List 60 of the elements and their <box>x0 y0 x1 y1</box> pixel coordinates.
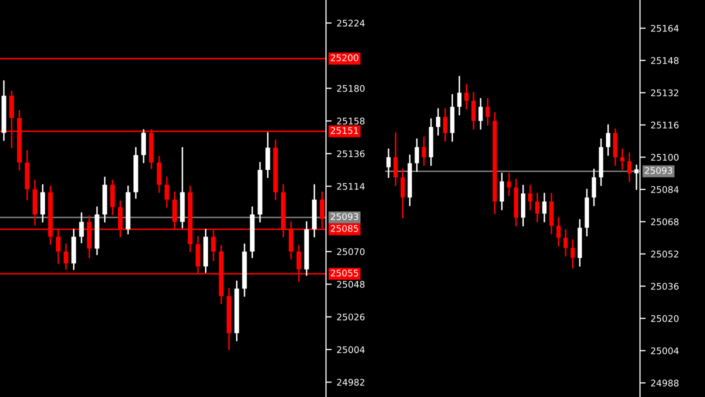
candlestick <box>40 184 46 223</box>
y-tick-label: 25116 <box>651 122 679 128</box>
candlestick <box>265 132 270 178</box>
candlestick <box>436 108 440 136</box>
y-tick-label: 25224 <box>337 20 365 27</box>
candlestick <box>464 84 469 110</box>
candlestick <box>471 92 476 130</box>
candlestick <box>400 168 405 218</box>
candlestick <box>620 148 624 170</box>
y-tick-label: 25164 <box>651 24 679 32</box>
candlestick <box>592 168 596 206</box>
ref-line-label: 25200 <box>330 54 358 62</box>
candlestick <box>542 192 546 222</box>
y-tick-label: 25048 <box>337 280 365 288</box>
y-tick-label: 25004 <box>337 346 365 354</box>
y-tick-label: 25070 <box>337 248 365 256</box>
y-tick-label: 25026 <box>337 314 365 320</box>
y-tick-label: 25136 <box>337 150 365 158</box>
ref-line-label: 25085 <box>330 225 358 232</box>
candlestick <box>394 132 398 186</box>
candlestick <box>500 172 504 210</box>
candlestick <box>570 239 575 269</box>
y-tick-label: 25180 <box>337 85 365 92</box>
candlestick <box>535 192 540 222</box>
candlestick <box>443 108 448 142</box>
candlestick <box>422 136 426 166</box>
y-tick-label: 24982 <box>337 378 364 386</box>
candlestick <box>156 156 162 193</box>
candlestick <box>486 98 490 126</box>
y-tick-label: 24988 <box>651 380 679 386</box>
y-tick-label: 25132 <box>651 89 678 96</box>
candlestick <box>606 124 610 156</box>
candlestick <box>141 129 146 164</box>
candlestick <box>164 176 170 208</box>
candlestick <box>110 180 115 216</box>
y-tick-label: 25068 <box>651 218 679 226</box>
y-tick-label: 25100 <box>651 154 679 161</box>
candlestick <box>64 243 68 270</box>
candlestick <box>564 229 568 257</box>
candlestick <box>414 138 419 172</box>
candlestick <box>478 98 483 130</box>
y-tick-label: 25036 <box>651 282 679 290</box>
y-tick-label: 25052 <box>651 250 678 258</box>
ref-line-label: 25055 <box>330 270 358 276</box>
y-tick-label: 25004 <box>651 347 679 354</box>
y-tick-label: 25020 <box>651 315 679 322</box>
candlestick <box>506 172 512 196</box>
y-tick-label: 25158 <box>337 118 365 125</box>
y-tick-label: 25114 <box>337 182 365 190</box>
ref-line-label: 25093 <box>644 167 672 174</box>
ref-line-label: 25093 <box>330 213 358 220</box>
candlestick <box>79 212 84 244</box>
ref-line-label: 25151 <box>330 127 358 134</box>
candlestick <box>528 184 532 210</box>
candlestick <box>386 148 391 178</box>
candlestick <box>627 152 632 182</box>
y-tick-label: 25084 <box>651 186 679 193</box>
y-tick-label: 25148 <box>651 57 679 64</box>
candlestick <box>457 76 462 116</box>
candlestick <box>556 216 561 247</box>
